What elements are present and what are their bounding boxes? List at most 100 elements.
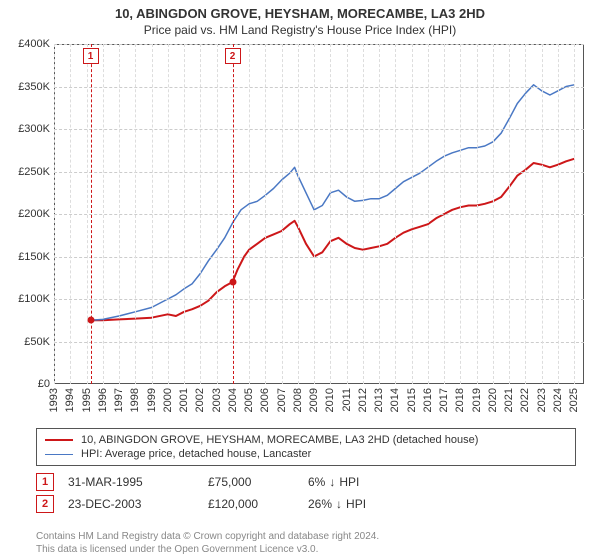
series-line xyxy=(91,159,575,320)
chart-title: 10, ABINGDON GROVE, HEYSHAM, MORECAMBE, … xyxy=(0,0,600,21)
sale-date: 31-MAR-1995 xyxy=(68,475,208,489)
footer-attribution: Contains HM Land Registry data © Crown c… xyxy=(36,530,576,556)
sale-diff-ref: HPI xyxy=(339,475,359,489)
gridline-v xyxy=(168,44,169,384)
x-axis-label: 2019 xyxy=(471,388,483,412)
x-axis-label: 1995 xyxy=(81,388,93,412)
legend-swatch xyxy=(45,454,73,455)
x-axis-label: 2023 xyxy=(536,388,548,412)
gridline-v xyxy=(152,44,153,384)
sale-diff: 26% ↓ HPI xyxy=(308,497,366,511)
gridline-v xyxy=(103,44,104,384)
x-axis-label: 2018 xyxy=(454,388,466,412)
y-axis-label: £350K xyxy=(4,81,50,93)
gridline-v xyxy=(574,44,575,384)
gridline-v xyxy=(249,44,250,384)
legend-label: 10, ABINGDON GROVE, HEYSHAM, MORECAMBE, … xyxy=(81,434,478,446)
sale-dot xyxy=(87,317,94,324)
gridline-v xyxy=(428,44,429,384)
gridline-v xyxy=(477,44,478,384)
gridline-v xyxy=(412,44,413,384)
gridline-v xyxy=(314,44,315,384)
x-axis-label: 2013 xyxy=(373,388,385,412)
sale-marker-badge: 1 xyxy=(83,48,99,64)
sale-diff-ref: HPI xyxy=(346,497,366,511)
gridline-v xyxy=(184,44,185,384)
sale-badge: 2 xyxy=(36,495,54,513)
sale-dot xyxy=(229,279,236,286)
gridline-v xyxy=(493,44,494,384)
sale-date: 23-DEC-2003 xyxy=(68,497,208,511)
gridline-v xyxy=(347,44,348,384)
y-axis-label: £50K xyxy=(4,336,50,348)
x-axis-label: 2000 xyxy=(162,388,174,412)
gridline-v xyxy=(444,44,445,384)
sale-price: £120,000 xyxy=(208,497,308,511)
gridline-h xyxy=(54,44,584,45)
footer-line1: Contains HM Land Registry data © Crown c… xyxy=(36,530,576,543)
x-axis-label: 2007 xyxy=(276,388,288,412)
legend: 10, ABINGDON GROVE, HEYSHAM, MORECAMBE, … xyxy=(36,428,576,466)
sale-marker-badge: 2 xyxy=(225,48,241,64)
gridline-v xyxy=(363,44,364,384)
gridline-h xyxy=(54,172,584,173)
x-axis-label: 2021 xyxy=(503,388,515,412)
x-axis-label: 2010 xyxy=(324,388,336,412)
sale-marker-line xyxy=(91,44,92,384)
x-axis-label: 2014 xyxy=(389,388,401,412)
gridline-v xyxy=(87,44,88,384)
sale-row: 2 23-DEC-2003£120,00026% ↓ HPI xyxy=(36,494,576,514)
gridline-v xyxy=(542,44,543,384)
gridline-v xyxy=(200,44,201,384)
legend-swatch xyxy=(45,439,73,441)
gridline-v xyxy=(282,44,283,384)
gridline-v xyxy=(70,44,71,384)
sale-diff-pct: 26% xyxy=(308,497,332,511)
x-axis-label: 2006 xyxy=(259,388,271,412)
x-axis-label: 2003 xyxy=(211,388,223,412)
x-axis-label: 2020 xyxy=(487,388,499,412)
x-axis-label: 2009 xyxy=(308,388,320,412)
y-axis-label: £200K xyxy=(4,208,50,220)
series-line xyxy=(91,85,575,320)
chart-subtitle: Price paid vs. HM Land Registry's House … xyxy=(0,21,600,41)
gridline-h xyxy=(54,214,584,215)
gridline-v xyxy=(558,44,559,384)
sale-marker-line xyxy=(233,44,234,384)
legend-label: HPI: Average price, detached house, Lanc… xyxy=(81,448,311,460)
gridline-h xyxy=(54,129,584,130)
x-axis-label: 2002 xyxy=(194,388,206,412)
sale-row: 131-MAR-1995£75,0006%↓HPI xyxy=(36,472,576,492)
y-axis-label: £150K xyxy=(4,251,50,263)
gridline-v xyxy=(135,44,136,384)
chart-plot-area: 12 xyxy=(54,44,584,384)
y-axis-label: £250K xyxy=(4,166,50,178)
gridline-h xyxy=(54,299,584,300)
x-axis-label: 2015 xyxy=(406,388,418,412)
gridline-h xyxy=(54,257,584,258)
gridline-h xyxy=(54,342,584,343)
legend-item: HPI: Average price, detached house, Lanc… xyxy=(45,447,567,461)
y-axis-label: £400K xyxy=(4,38,50,50)
x-axis-label: 1998 xyxy=(129,388,141,412)
x-axis-label: 2004 xyxy=(227,388,239,412)
x-axis-label: 2012 xyxy=(357,388,369,412)
gridline-v xyxy=(54,44,55,384)
gridline-h xyxy=(54,87,584,88)
gridline-v xyxy=(395,44,396,384)
legend-item: 10, ABINGDON GROVE, HEYSHAM, MORECAMBE, … xyxy=(45,433,567,447)
down-arrow-icon: ↓ xyxy=(336,497,342,511)
x-axis-label: 1994 xyxy=(64,388,76,412)
down-arrow-icon: ↓ xyxy=(329,475,335,489)
gridline-v xyxy=(217,44,218,384)
gridline-v xyxy=(265,44,266,384)
x-axis-label: 2022 xyxy=(519,388,531,412)
y-axis-label: £0 xyxy=(4,378,50,390)
sale-badge: 1 xyxy=(36,473,54,491)
gridline-v xyxy=(525,44,526,384)
x-axis-label: 1997 xyxy=(113,388,125,412)
x-axis-label: 2008 xyxy=(292,388,304,412)
x-axis-label: 2016 xyxy=(422,388,434,412)
x-axis-label: 2011 xyxy=(341,388,353,412)
sale-diff-pct: 6% xyxy=(308,475,325,489)
